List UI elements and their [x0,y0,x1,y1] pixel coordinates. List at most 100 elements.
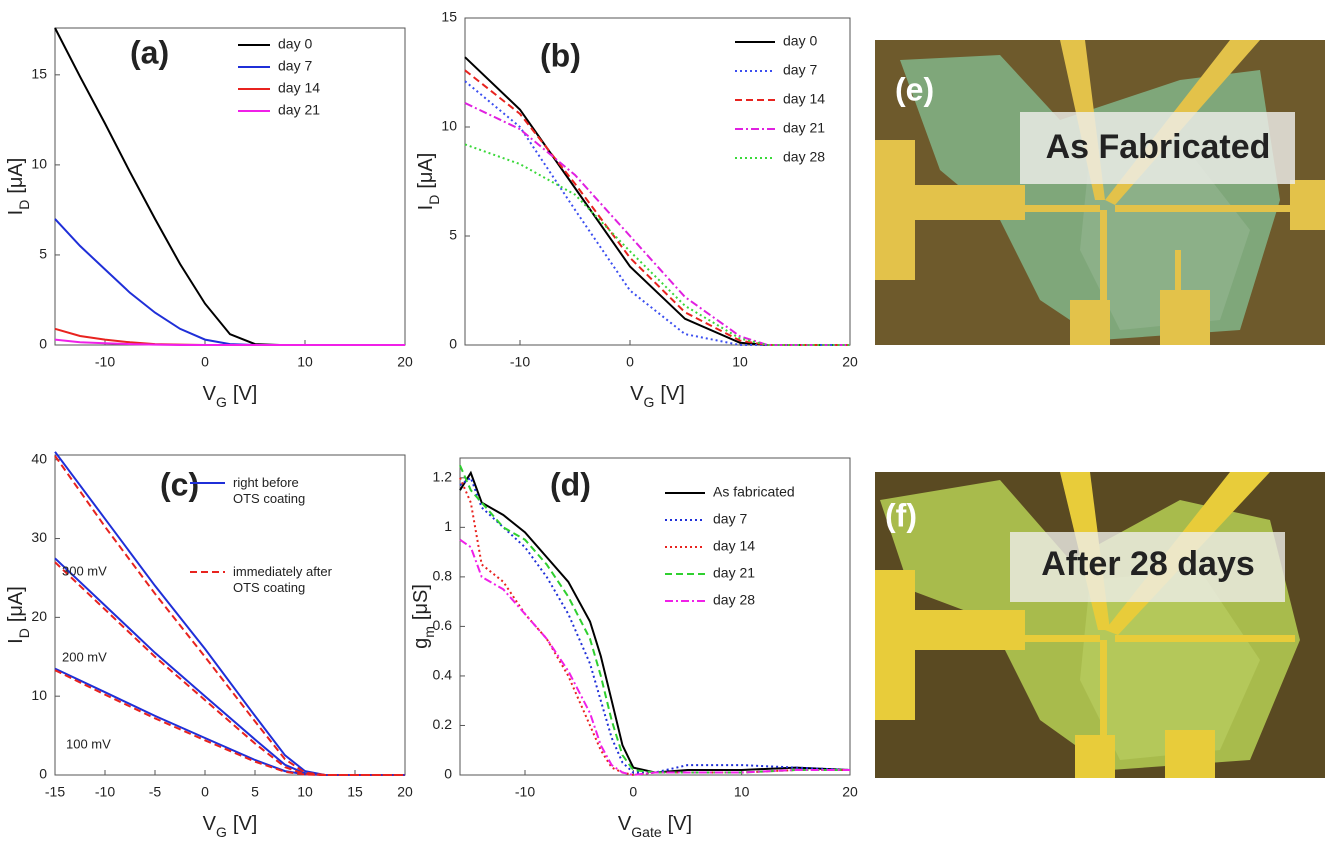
y-tick-label: 10 [441,118,457,134]
y-tick-label: 15 [441,9,457,25]
y-tick-label: 1.2 [433,469,453,485]
photo-label: (f) [885,497,917,533]
axis-label-sub: G [216,824,227,840]
axis-label-unit: [μA] [5,158,27,194]
axis-label-sub: G [644,394,655,410]
x-tick-label: 20 [842,354,858,370]
x-tick-label: 20 [397,784,413,800]
axis-label-sub: D [426,195,442,205]
legend-label: immediately after OTS coating [233,564,332,595]
plot-frame [54,454,406,776]
x-tick-label: -5 [149,784,162,800]
legend-label: day 0 [783,33,817,49]
axis-label-unit: [V] [660,383,684,405]
axis-label-main: I [5,638,27,644]
x-tick-label: -10 [515,784,535,800]
y-tick-label: 0.4 [433,667,453,683]
x-tick-label: 10 [732,354,748,370]
data-line [54,669,405,776]
axis-label: VG [V] [203,383,258,409]
data-line [54,561,405,776]
data-line [459,476,851,774]
y-tick-label: 0 [39,336,47,352]
x-tick-label: 0 [626,354,634,370]
data-line [54,27,405,346]
plot-frame [459,457,851,776]
axis-label: VG [V] [203,813,258,839]
y-tick-label: 15 [31,66,47,82]
axis-label: gm [μS] [410,584,436,649]
legend-label: day 21 [713,565,755,581]
legend-label: day 21 [783,120,825,136]
data-line [464,69,850,346]
data-line [54,455,405,776]
axis-label-unit: [V] [668,813,692,835]
legend-label: day 14 [713,538,755,554]
data-line [464,143,850,346]
curve-label: 100 mV [66,736,111,751]
data-line [54,218,405,346]
panel-title: (d) [550,466,591,502]
axis-label-sub: m [421,626,437,638]
y-tick-label: 20 [31,608,47,624]
axis-label-main: I [415,205,437,211]
axis-label: ID [μA] [5,158,31,216]
axis-label: ID [μA] [5,586,31,644]
y-tick-label: 0.8 [433,568,453,584]
data-line [459,465,850,774]
legend-label: right before OTS coating [233,475,306,506]
photo-caption: After 28 days [1041,545,1255,583]
legend-label: day 7 [713,511,747,527]
legend-label: day 7 [783,62,817,78]
x-tick-label: -10 [510,354,530,370]
x-tick-label: 15 [347,784,363,800]
legend-label: day 14 [783,91,825,107]
y-tick-label: 0 [39,766,47,782]
x-tick-label: 20 [842,784,858,800]
x-tick-label: 10 [734,784,750,800]
axis-label: VGate [V] [618,813,692,839]
axis-label-unit: [V] [233,813,257,835]
curve-label: 300 mV [62,563,107,578]
axis-label-unit: [μA] [415,153,437,189]
x-tick-label: 0 [629,784,637,800]
axis-label-main: I [5,210,27,216]
y-tick-label: 40 [31,450,47,466]
axis-label-sub: D [16,200,32,210]
photo-f: After 28 days (f) [875,472,1325,778]
panel-title: (a) [130,34,169,70]
legend-label: day 7 [278,58,312,74]
legend-label: day 28 [783,149,825,165]
x-tick-label: -10 [95,784,115,800]
axis-label-main: g [410,638,432,649]
y-tick-label: 0.6 [433,617,453,633]
plot-frame [54,27,406,346]
data-line [459,477,850,777]
legend-label: day 0 [278,36,312,52]
panel-title: (c) [160,466,199,502]
y-tick-label: 0 [444,766,452,782]
plot-frame [464,17,851,346]
x-tick-label: -10 [95,354,115,370]
legend-label: As fabricated [713,484,795,500]
axis-label-unit: [V] [233,383,257,405]
photo-e: As Fabricated (e) [875,40,1325,345]
legend-label: day 14 [278,80,320,96]
y-tick-label: 0 [449,336,457,352]
panel-title: (b) [540,37,581,73]
photo-caption: As Fabricated [1046,128,1271,166]
y-tick-label: 0.2 [433,716,453,732]
data-line [459,470,851,774]
axis-label-sub: G [216,394,227,410]
y-tick-label: 1 [444,518,452,534]
y-tick-label: 10 [31,156,47,172]
x-tick-label: 5 [251,784,259,800]
axis-label: ID [μA] [415,153,441,211]
photo-label: (e) [895,71,934,107]
y-tick-label: 10 [31,687,47,703]
x-tick-label: 0 [201,354,209,370]
axis-label-main: V [203,383,217,405]
x-tick-label: -15 [45,784,65,800]
x-tick-label: 0 [201,784,209,800]
